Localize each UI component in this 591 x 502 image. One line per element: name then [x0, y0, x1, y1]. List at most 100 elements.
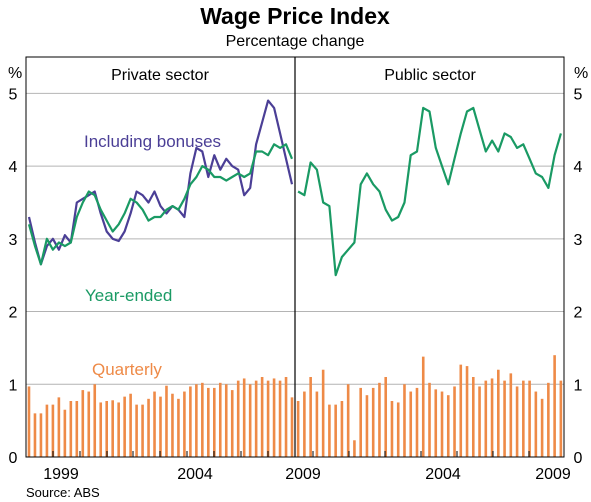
quarterly-bar [409, 391, 413, 457]
quarterly-bar [111, 400, 114, 457]
panel-title-public: Public sector [384, 67, 476, 84]
quarterly-bar [99, 402, 103, 457]
quarterly-bar [69, 401, 73, 457]
quarterly-bar [328, 404, 331, 457]
quarterly-bar [428, 382, 431, 457]
quarterly-bar [390, 401, 394, 457]
quarterly-bar [421, 356, 425, 457]
y-tick-label-right: 0 [574, 450, 583, 467]
quarterly-bar [440, 391, 444, 457]
quarterly-bar [515, 386, 519, 457]
quarterly-bar [248, 384, 252, 457]
quarterly-bar [27, 386, 31, 457]
annotation-year-ended: Year-ended [85, 286, 172, 305]
quarterly-bar [553, 355, 556, 457]
quarterly-bar [415, 387, 419, 457]
quarterly-bar [453, 386, 456, 457]
quarterly-bar [309, 377, 312, 457]
quarterly-bar [378, 382, 381, 457]
quarterly-bar [105, 401, 108, 457]
quarterly-bar [63, 409, 67, 457]
quarterly-bar [207, 387, 210, 457]
quarterly-bar [484, 380, 488, 457]
chart-title: Wage Price Index [200, 3, 390, 29]
y-tick-label-left: 1 [9, 377, 18, 394]
quarterly-bar [540, 398, 544, 457]
quarterly-bar [359, 387, 362, 457]
quarterly-bar [465, 366, 469, 457]
quarterly-bar [528, 380, 531, 457]
quarterly-bar [201, 382, 204, 457]
y-tick-label-right: 5 [574, 86, 583, 103]
quarterly-bar [230, 390, 234, 457]
quarterly-bar [290, 397, 294, 457]
quarterly-bar [195, 384, 198, 457]
quarterly-bar [159, 396, 162, 457]
y-tick-label-left: 5 [9, 86, 18, 103]
quarterly-bar [242, 378, 246, 457]
quarterly-bar [135, 404, 138, 457]
quarterly-bar [334, 404, 337, 457]
quarterly-bar [403, 384, 406, 457]
y-tick-label-right: 1 [574, 377, 583, 394]
quarterly-bar [497, 369, 500, 457]
quarterly-bar [183, 391, 186, 457]
quarterly-bar [33, 413, 37, 457]
quarterly-bar [218, 382, 222, 457]
series-line-year-ended [297, 106, 562, 277]
quarterly-bar [503, 380, 506, 457]
quarterly-bar [321, 369, 325, 457]
quarterly-bar [371, 387, 375, 457]
quarterly-bar [51, 404, 55, 457]
quarterly-bar [93, 384, 97, 457]
quarterly-bar [353, 440, 356, 457]
quarterly-bar [189, 386, 192, 457]
quarterly-bar [547, 382, 550, 457]
quarterly-bar [315, 391, 319, 457]
quarterly-bar [123, 396, 126, 457]
series-line-including-bonuses [27, 99, 294, 266]
series-line-year-ended [27, 143, 294, 266]
quarterly-bar [87, 391, 91, 457]
quarterly-bar [434, 389, 438, 457]
quarterly-bar [346, 384, 350, 457]
quarterly-bar [490, 378, 494, 457]
quarterly-bar [534, 391, 538, 457]
quarterly-bar [117, 402, 120, 457]
quarterly-bar [522, 380, 525, 457]
quarterly-bar [165, 385, 168, 457]
quarterly-bar [147, 398, 150, 457]
quarterly-bar [129, 393, 132, 457]
quarterly-bar [266, 380, 270, 457]
quarterly-bar [272, 378, 276, 457]
quarterly-bar [471, 377, 475, 457]
quarterly-bar [45, 404, 49, 457]
annotation-including-bonuses: Including bonuses [84, 132, 221, 151]
annotation-quarterly: Quarterly [92, 360, 162, 379]
quarterly-bar [396, 402, 400, 457]
quarterly-bar [446, 395, 450, 457]
quarterly-bar [459, 364, 463, 457]
quarterly-bar [365, 395, 369, 457]
y-tick-label-left: 4 [9, 159, 18, 176]
quarterly-bar [224, 384, 228, 457]
y-tick-label-right: 3 [574, 232, 583, 249]
x-tick-label: 2009 [535, 466, 571, 483]
quarterly-bar [57, 397, 61, 457]
quarterly-bar [177, 398, 180, 457]
quarterly-bar [141, 404, 144, 457]
quarterly-bar [81, 390, 85, 457]
quarterly-bar [478, 386, 481, 457]
quarterly-bar [236, 380, 240, 457]
y-axis-unit-left: % [8, 65, 22, 82]
y-tick-label-left: 2 [9, 305, 18, 322]
plot-area: 0 0 1 1 2 2 3 3 4 4 5 5 1999 2004 2009 2004 2009 Includin… [9, 56, 583, 483]
quarterly-bar [171, 393, 174, 457]
quarterly-bar [559, 380, 563, 457]
panel-title-private: Private sector [111, 67, 209, 84]
quarterly-bar [303, 391, 306, 457]
quarterly-bar [260, 377, 264, 457]
quarterly-bar [39, 413, 43, 457]
y-tick-label-right: 4 [574, 159, 583, 176]
